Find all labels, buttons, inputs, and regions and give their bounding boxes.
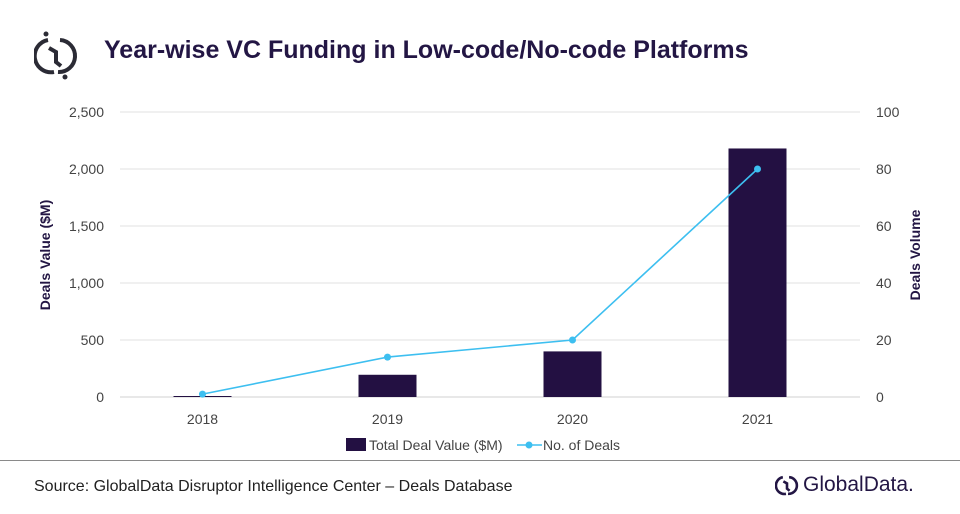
line-point-2019: [384, 353, 391, 361]
bar-2019: [358, 374, 417, 397]
divider: [0, 460, 960, 461]
x-tick-label: 2021: [742, 411, 773, 427]
globaldata-mark-icon: [775, 475, 799, 496]
disruptor-logo-icon: [34, 31, 77, 80]
y-tick-label: 1,500: [69, 218, 104, 234]
x-tick-label: 2019: [372, 411, 403, 427]
line-point-2021: [754, 165, 761, 173]
y-tick-label: 0: [96, 389, 104, 405]
source-note: Source: GlobalData Disruptor Intelligenc…: [34, 478, 513, 495]
y-tick-label: 2,500: [69, 104, 104, 120]
y2-tick-label: 60: [876, 218, 892, 234]
legend-line-marker: [525, 441, 533, 449]
y2-tick-label: 80: [876, 161, 892, 177]
line-no-of-deals: [202, 168, 759, 395]
chart-title: Year-wise VC Funding in Low-code/No-code…: [104, 36, 749, 64]
y-tick-label: 1,000: [69, 275, 104, 291]
y-tick-label: 2,000: [69, 161, 104, 177]
y2-axis-label: Deals Volume: [907, 209, 923, 300]
y2-tick-label: 100: [876, 104, 900, 120]
brand-name: GlobalData.: [803, 473, 914, 496]
legend-bar-label: Total Deal Value ($M): [369, 437, 503, 453]
legend-bar-swatch: [346, 438, 366, 451]
x-tick-label: 2018: [187, 411, 218, 427]
y-tick-label: 500: [81, 332, 105, 348]
line-point-2018: [199, 390, 206, 398]
y-axis-label: Deals Value ($M): [37, 200, 53, 311]
globaldata-logo: GlobalData.: [775, 472, 914, 498]
y2-tick-label: 40: [876, 275, 892, 291]
legend-line-label: No. of Deals: [543, 437, 620, 453]
y2-tick-label: 20: [876, 332, 892, 348]
line-point-2020: [569, 336, 576, 344]
bar-2021: [728, 148, 787, 397]
bar-2020: [543, 351, 602, 397]
y2-tick-label: 0: [876, 389, 884, 405]
x-tick-label: 2020: [557, 411, 588, 427]
chart: 0 500 1,000 1,500 2,000 2,500 0 20 40 60 80 100 Deal…: [37, 104, 923, 453]
